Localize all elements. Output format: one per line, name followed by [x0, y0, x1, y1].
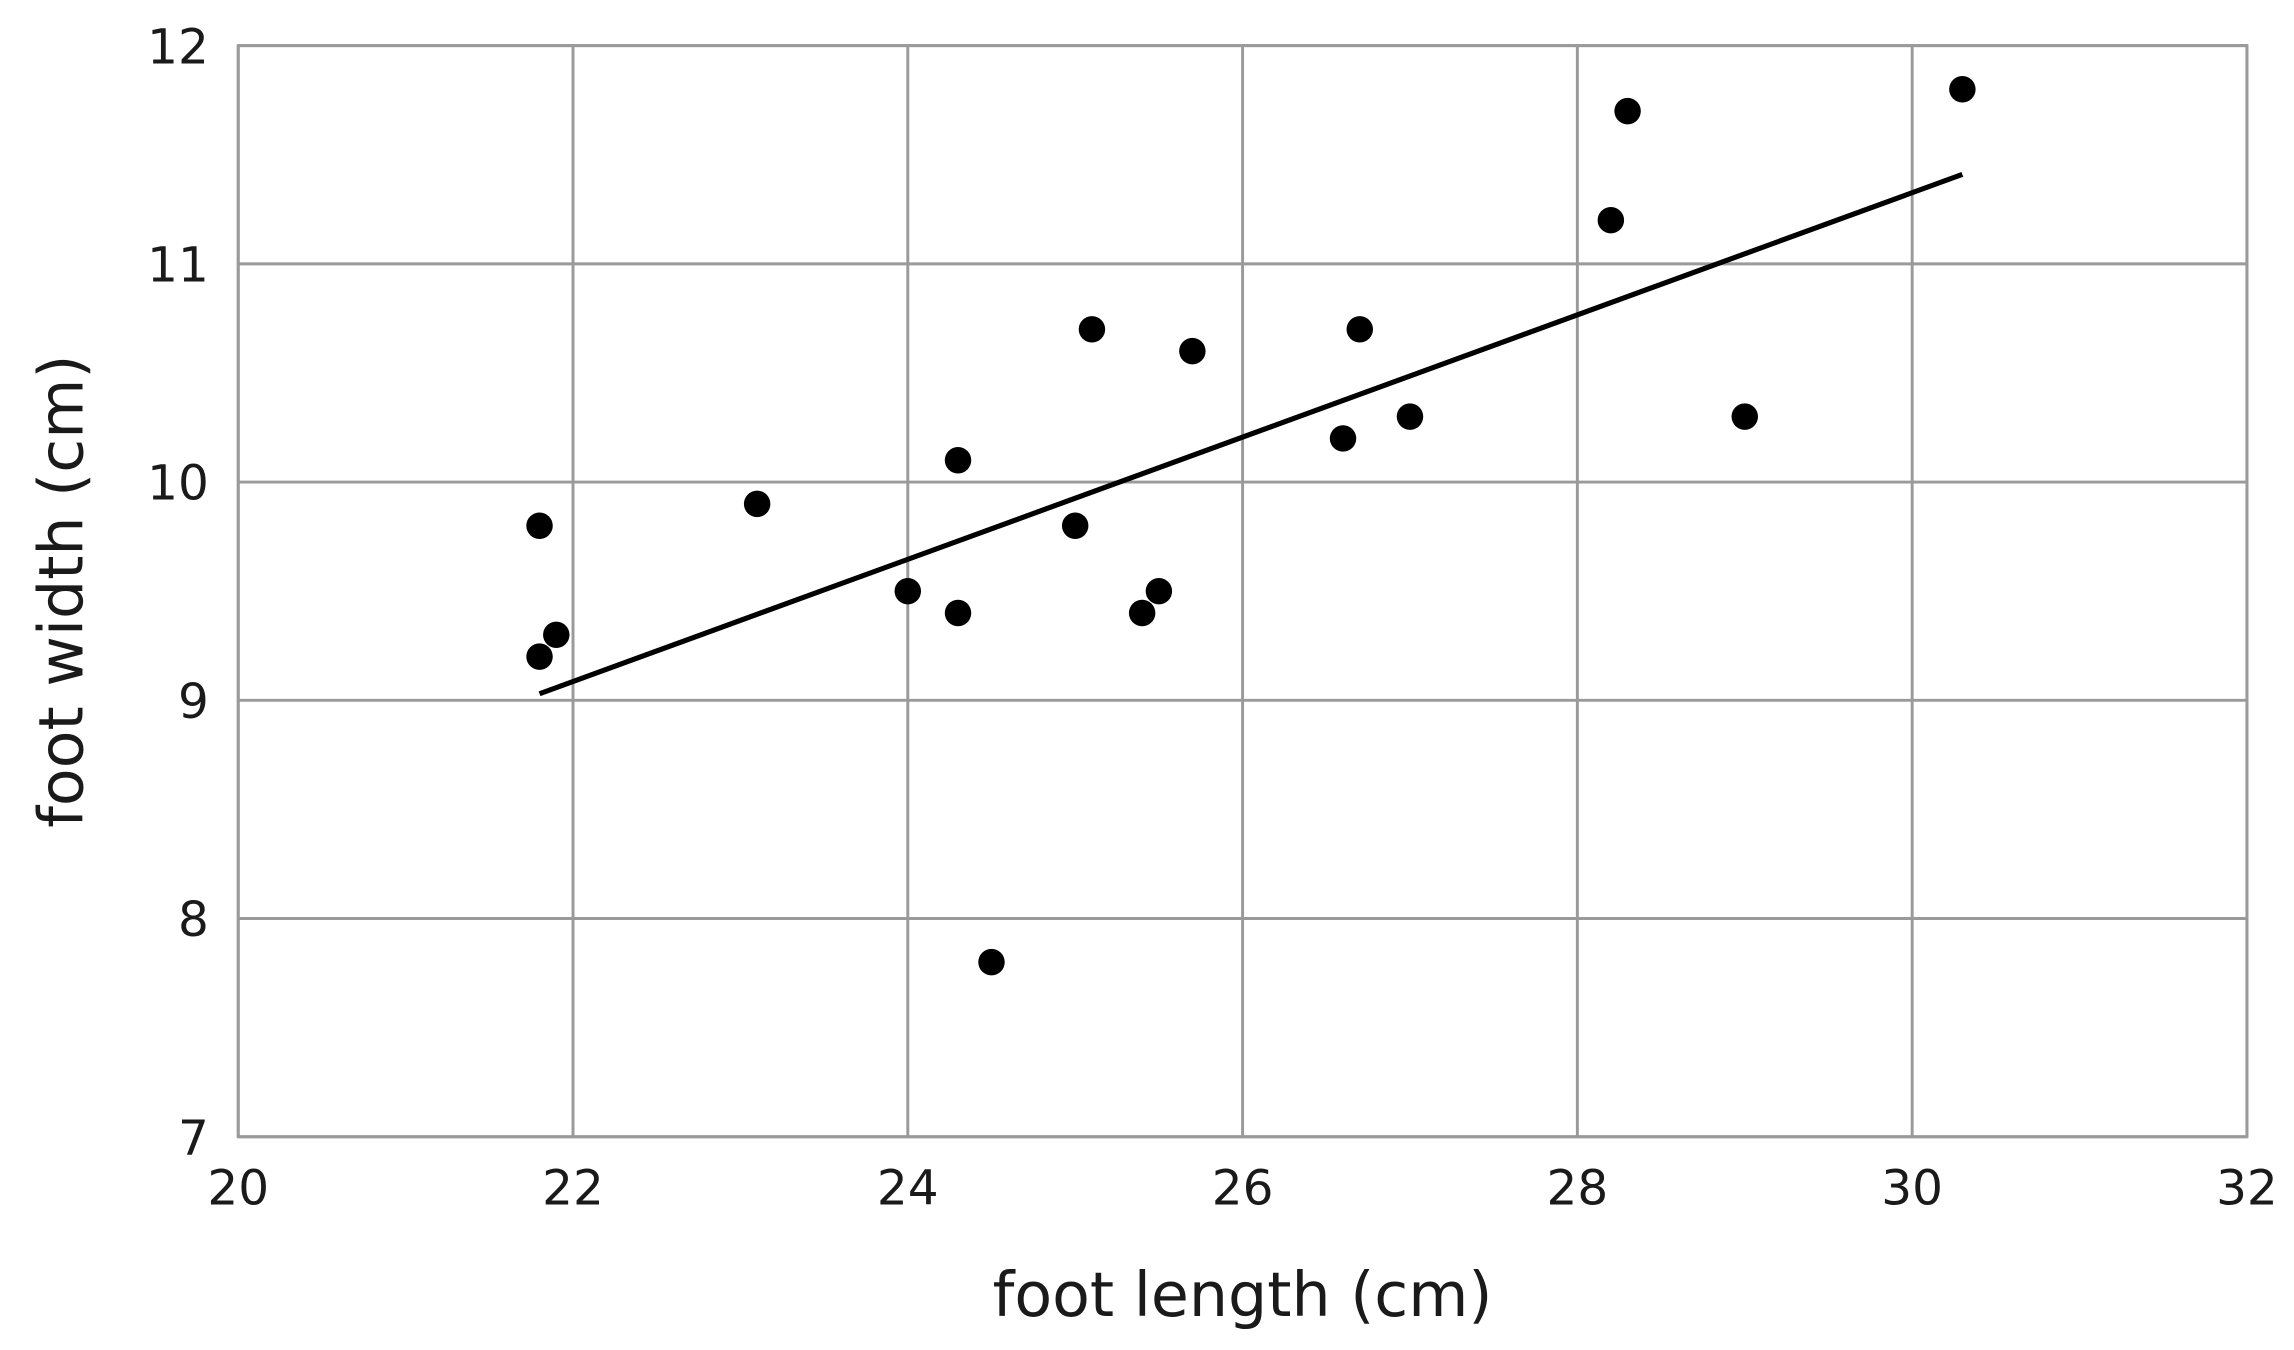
- x-axis-ticks: 20 22 24 26 28 30 32: [207, 1160, 2277, 1216]
- data-point: [543, 621, 570, 649]
- y-tick-label: 10: [147, 456, 209, 512]
- data-point: [1179, 337, 1206, 365]
- y-tick-label: 9: [178, 674, 209, 730]
- x-tick-label: 20: [207, 1160, 269, 1216]
- data-point: [894, 577, 922, 605]
- x-tick-label: 22: [542, 1160, 604, 1216]
- x-tick-label: 24: [877, 1160, 939, 1216]
- data-point: [1597, 206, 1625, 234]
- y-axis-ticks: 7 8 9 10 11 12: [147, 19, 209, 1166]
- data-point: [1949, 76, 1976, 103]
- data-point: [1396, 403, 1424, 430]
- data-point: [743, 490, 771, 518]
- data-point: [1145, 577, 1173, 605]
- data-point: [526, 512, 553, 539]
- data-point: [1329, 425, 1357, 452]
- data-point: [1731, 403, 1758, 430]
- data-point: [944, 447, 972, 474]
- data-point: [1061, 512, 1089, 539]
- y-axis-label: foot width (cm): [25, 355, 97, 828]
- data-point: [1614, 97, 1641, 125]
- x-tick-label: 26: [1212, 1160, 1274, 1216]
- x-tick-label: 30: [1881, 1160, 1943, 1216]
- x-tick-label: 28: [1547, 1160, 1609, 1216]
- grid: [236, 44, 2249, 1139]
- data-point: [1346, 316, 1373, 343]
- x-axis-label: foot length (cm): [993, 1259, 1493, 1331]
- y-tick-label: 11: [147, 237, 209, 293]
- y-tick-label: 12: [147, 19, 209, 75]
- y-tick-label: 7: [178, 1110, 209, 1166]
- plot-frame: [236, 44, 2249, 1139]
- y-tick-label: 8: [178, 892, 209, 948]
- data-point: [1128, 599, 1156, 627]
- data-point: [944, 599, 972, 627]
- trend-line: [538, 171, 1964, 697]
- data-point: [1078, 316, 1106, 343]
- data-point: [978, 948, 1005, 976]
- data-points: [526, 76, 1976, 976]
- x-tick-label: 32: [2216, 1160, 2278, 1216]
- data-point: [526, 643, 553, 670]
